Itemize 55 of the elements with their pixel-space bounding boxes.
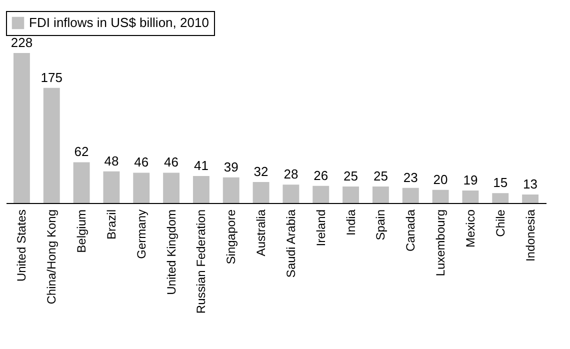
bar [222, 177, 240, 203]
bar [462, 190, 479, 203]
bar [252, 182, 270, 203]
x-tick-label: Ireland [314, 210, 328, 246]
data-label: 23 [403, 170, 418, 185]
x-tick-label: Singapore [224, 209, 238, 264]
x-tick-label: Chile [493, 209, 508, 237]
x-tick-label: Russian Federation [194, 210, 208, 314]
x-tick-label: Australia [254, 209, 268, 256]
data-label: 62 [74, 144, 89, 160]
bar [73, 162, 90, 203]
data-label: 48 [104, 153, 119, 168]
data-label: 28 [284, 166, 298, 182]
legend-label: FDI inflows in US$ billion, 2010 [29, 15, 209, 30]
bar [13, 53, 30, 203]
bar [282, 184, 300, 203]
bar [133, 172, 150, 203]
data-label: 13 [523, 176, 538, 192]
bar [432, 190, 449, 203]
bar [492, 193, 509, 203]
bar [163, 172, 180, 203]
x-tick-label: Spain [374, 210, 388, 240]
data-label: 41 [194, 158, 208, 174]
x-tick-label: China/Hong Kong [44, 210, 59, 304]
data-label: 19 [463, 172, 478, 188]
bar [402, 188, 419, 203]
data-label: 25 [373, 168, 388, 184]
data-label: 46 [164, 154, 179, 170]
x-tick-label: Belgium [74, 210, 89, 253]
bar [103, 171, 120, 203]
data-label: 46 [134, 154, 149, 170]
x-tick-label: United Kingdom [164, 210, 178, 295]
data-label: 39 [224, 159, 238, 174]
x-tick-label: Mexico [463, 209, 478, 248]
bar [372, 186, 389, 203]
data-label: 15 [493, 175, 508, 190]
data-label: 32 [254, 164, 268, 179]
bar [192, 176, 210, 203]
x-tick-label: Canada [404, 209, 418, 252]
data-label: 25 [344, 168, 358, 184]
x-tick-label: United States [14, 210, 29, 282]
data-label: 26 [314, 168, 328, 183]
bar [342, 186, 360, 203]
x-tick-label: Luxembourg [434, 210, 448, 276]
bar [312, 186, 330, 203]
x-tick-label: Saudi Arabia [284, 209, 298, 278]
data-label: 20 [433, 172, 448, 187]
data-label: 175 [40, 70, 62, 85]
x-tick-label: Brazil [104, 210, 118, 240]
data-label: 228 [10, 35, 33, 50]
x-tick-label: Indonesia [523, 209, 538, 262]
x-tick-label: Germany [134, 210, 148, 259]
x-tick-label: India [344, 209, 358, 236]
bar [43, 88, 60, 203]
bar [522, 194, 539, 203]
